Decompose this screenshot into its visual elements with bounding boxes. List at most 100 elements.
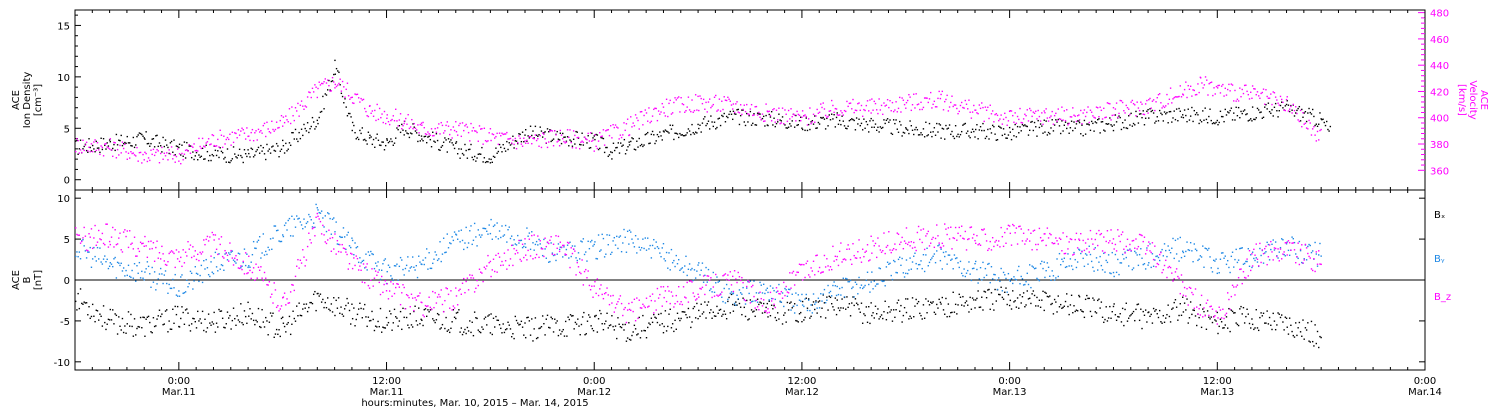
data-point: [1313, 115, 1315, 118]
data-point: [203, 329, 205, 332]
velocity-tick-label: 360: [1430, 166, 1449, 177]
data-point: [728, 296, 730, 299]
data-point: [1318, 139, 1320, 141]
data-point: [1304, 122, 1307, 124]
data-point: [214, 145, 217, 147]
density-velocity-points: [75, 59, 1332, 165]
data-point: [650, 317, 653, 319]
data-point: [243, 149, 246, 151]
data-point: [1285, 243, 1288, 245]
data-point: [328, 213, 330, 215]
data-point: [1210, 119, 1212, 122]
data-point: [257, 266, 260, 268]
data-point: [263, 326, 266, 328]
data-point: [960, 272, 963, 275]
data-point: [249, 266, 251, 268]
data-point: [300, 100, 303, 102]
data-point: [877, 308, 879, 310]
data-point: [1323, 121, 1325, 124]
data-point: [1051, 119, 1053, 121]
data-point: [1282, 107, 1284, 109]
data-point: [565, 254, 568, 256]
data-point: [478, 234, 481, 236]
data-point: [864, 109, 866, 112]
data-point: [453, 231, 456, 233]
data-point: [560, 333, 562, 335]
data-point: [853, 254, 855, 257]
data-point: [1136, 303, 1138, 306]
data-point: [1063, 110, 1066, 112]
data-point: [613, 149, 616, 152]
data-point: [151, 153, 153, 156]
data-point: [1132, 103, 1135, 105]
data-point: [991, 303, 994, 305]
data-point: [173, 154, 175, 157]
data-point: [449, 307, 451, 309]
data-point: [422, 121, 424, 124]
data-point: [1032, 111, 1035, 113]
data-point: [206, 327, 209, 329]
data-point: [845, 259, 847, 261]
data-point: [518, 239, 520, 242]
data-point: [413, 309, 415, 312]
data-point: [883, 119, 885, 121]
data-point: [588, 140, 591, 142]
data-point: [861, 248, 864, 250]
data-point: [636, 140, 638, 142]
data-point: [812, 301, 815, 303]
data-point: [1082, 134, 1084, 137]
data-point: [880, 280, 883, 282]
data-point: [392, 115, 394, 117]
data-point: [880, 314, 883, 316]
data-point: [432, 262, 434, 265]
data-point: [210, 143, 212, 145]
data-point: [331, 218, 334, 220]
data-point: [95, 260, 97, 262]
data-point: [550, 242, 552, 244]
data-point: [1196, 324, 1198, 327]
data-point: [990, 292, 993, 294]
data-point: [481, 146, 483, 149]
data-point: [653, 312, 655, 314]
data-point: [791, 307, 793, 309]
data-point: [616, 146, 618, 149]
data-point: [707, 120, 710, 122]
data-point: [831, 295, 833, 297]
data-point: [818, 307, 821, 309]
data-point: [950, 101, 952, 104]
data-point: [602, 137, 605, 140]
data-point: [880, 251, 883, 253]
data-point: [82, 148, 84, 150]
data-point: [796, 320, 798, 322]
data-point: [402, 129, 404, 131]
data-point: [354, 242, 356, 244]
data-point: [209, 275, 211, 278]
data-point: [644, 237, 646, 239]
data-point: [1196, 93, 1198, 96]
data-point: [954, 125, 957, 127]
data-point: [419, 261, 421, 263]
data-point: [915, 249, 917, 252]
data-point: [500, 327, 502, 330]
data-point: [121, 317, 124, 320]
data-point: [1192, 309, 1194, 311]
data-point: [417, 124, 419, 126]
data-point: [636, 117, 638, 119]
data-point: [697, 264, 699, 266]
data-point: [733, 302, 736, 305]
data-point: [617, 317, 619, 319]
data-point: [691, 267, 693, 270]
data-point: [1075, 123, 1078, 125]
data-point: [1052, 313, 1055, 315]
data-point: [925, 235, 927, 237]
data-point: [981, 296, 983, 298]
data-point: [484, 139, 487, 142]
data-point: [484, 161, 487, 164]
data-point: [486, 140, 488, 143]
data-point: [492, 225, 495, 228]
data-point: [624, 236, 626, 238]
data-point: [543, 322, 545, 325]
data-point: [810, 267, 812, 269]
data-point: [1281, 314, 1283, 316]
data-point: [1062, 306, 1064, 309]
